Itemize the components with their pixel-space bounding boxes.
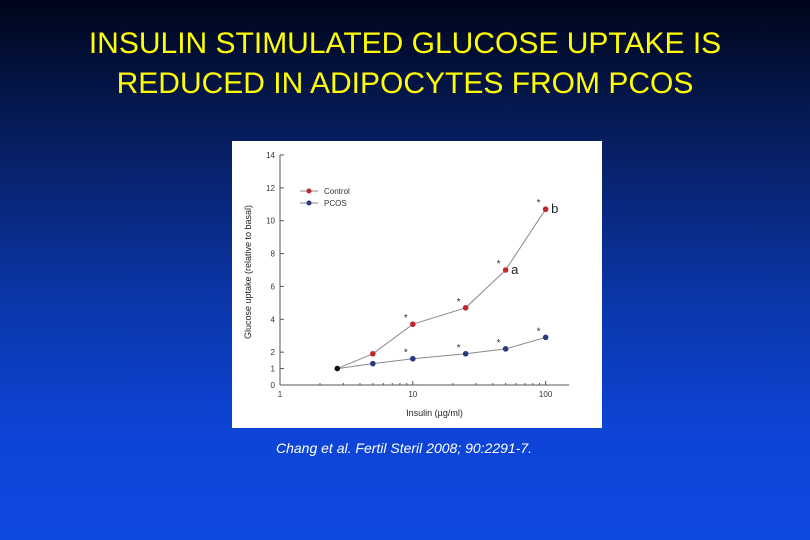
legend-label-control: Control	[324, 187, 350, 196]
data-point-pcos	[502, 346, 509, 352]
significance-asterisk: *	[404, 348, 408, 359]
y-tick-label: 12	[266, 184, 275, 193]
x-tick-label: 100	[539, 390, 553, 399]
legend-label-pcos: PCOS	[324, 199, 347, 208]
data-point-pcos	[410, 355, 416, 362]
y-tick-label: 0	[271, 381, 276, 390]
annotation-label: a	[511, 262, 519, 277]
title-line-1: INSULIN STIMULATED GLUCOSE UPTAKE IS	[88, 27, 722, 60]
y-tick-label: 14	[266, 151, 275, 160]
data-point-basal	[334, 365, 341, 372]
x-tick-label: 1	[278, 390, 283, 399]
data-point-control	[502, 267, 509, 273]
significance-asterisk: *	[537, 198, 541, 209]
data-point-control	[542, 206, 549, 213]
significance-asterisk: *	[497, 338, 501, 349]
series-line-pcos	[337, 336, 546, 370]
chart-figure: 0 1 2 4 6 8 10 12 14 1 10 100 Insulin (µg/ml) Glucose…	[232, 141, 602, 428]
series-line-control	[337, 208, 547, 370]
y-tick-label: 8	[271, 250, 276, 259]
title-line-2: REDUCED IN ADIPOCYTES FROM PCOS	[116, 67, 694, 100]
y-tick-label: 1	[271, 365, 276, 374]
y-axis-label: Glucose uptake (relative to basal)	[243, 205, 253, 339]
data-point-pcos	[542, 334, 549, 341]
data-point-control	[410, 321, 416, 328]
y-tick-label: 4	[271, 315, 276, 324]
data-point-control	[462, 304, 469, 311]
legend-marker-control	[306, 188, 312, 194]
y-tick-label: 10	[266, 217, 275, 226]
annotation-label: b	[551, 201, 558, 216]
slide-title: INSULIN STIMULATED GLUCOSE UPTAKE IS RED…	[0, 24, 810, 104]
significance-asterisk: *	[457, 343, 461, 354]
data-point-pcos	[370, 360, 376, 367]
significance-asterisk: *	[537, 326, 541, 337]
x-tick-label: 10	[408, 390, 417, 399]
significance-asterisk: *	[404, 313, 408, 324]
significance-asterisk: *	[457, 297, 461, 308]
y-tick-label: 6	[271, 282, 276, 291]
y-tick-label: 2	[271, 348, 276, 357]
significance-asterisk: *	[497, 259, 501, 270]
citation: Chang et al. Fertil Steril 2008; 90:2291…	[276, 440, 533, 456]
legend-marker-pcos	[306, 200, 312, 206]
x-axis-label: Insulin (µg/ml)	[406, 408, 463, 418]
data-point-pcos	[462, 350, 469, 357]
data-point-control	[370, 350, 376, 357]
